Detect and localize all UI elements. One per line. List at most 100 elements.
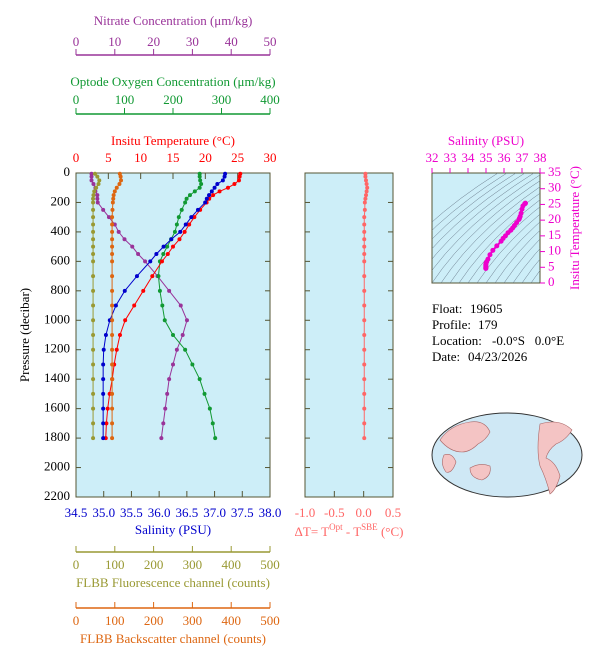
profile-point [362, 259, 367, 264]
profile-point [110, 421, 115, 426]
ts-point [487, 252, 493, 258]
world-map [431, 412, 583, 498]
profile-point [110, 215, 115, 220]
density-contour [512, 248, 540, 283]
density-contour [503, 238, 540, 283]
profile-point [210, 421, 215, 426]
x-tick-label: -1.0 [295, 505, 316, 520]
profile-point [161, 244, 166, 249]
x-tick-label: 500 [260, 613, 280, 628]
y-tick-label: 400 [51, 223, 71, 238]
x-tick-label: 30 [264, 150, 277, 165]
profile-point [101, 362, 106, 367]
profile-point [110, 252, 115, 256]
x-tick-label: 32 [426, 150, 439, 165]
profile-point [106, 215, 111, 220]
profile-point [204, 196, 209, 201]
profile-point [92, 189, 97, 194]
profile-point [104, 421, 109, 426]
profile-point [101, 406, 106, 411]
x-axis-title: Salinity (PSU) [448, 133, 524, 148]
profile-point [220, 178, 225, 183]
profile-point [110, 362, 115, 367]
profile-point [362, 347, 367, 352]
profile-point [197, 377, 202, 382]
profile-point [178, 229, 183, 234]
profile-point [362, 318, 367, 323]
profile-point [362, 237, 367, 242]
profile-point [91, 406, 96, 411]
profile-point [110, 244, 115, 249]
profile-point [103, 333, 108, 337]
profile-point [362, 362, 367, 367]
profile-point [110, 347, 115, 352]
profile-point [91, 303, 96, 308]
profile-point [101, 436, 106, 441]
x-tick-label: 5 [105, 150, 112, 165]
density-contour [485, 221, 540, 283]
profile-point [362, 229, 367, 234]
x-tick-label: 50 [264, 34, 277, 49]
profile-point [110, 229, 115, 234]
x-tick-label: 200 [163, 92, 183, 107]
y-tick-label: 1400 [44, 370, 70, 385]
x-tick-label: 40 [225, 34, 238, 49]
profile-point [177, 237, 182, 242]
profile-point [101, 391, 106, 396]
profile-point [94, 185, 99, 190]
y-tick-label: 0 [548, 274, 555, 289]
profile-point [162, 318, 167, 323]
profile-point [184, 318, 189, 323]
profile-point [364, 193, 369, 198]
x-tick-label: 37.5 [231, 505, 254, 520]
profile-point [91, 421, 96, 426]
x-tick-label: 35.5 [120, 505, 143, 520]
profile-point [96, 182, 101, 187]
profile-point [165, 391, 170, 396]
x-tick-label: 400 [260, 92, 280, 107]
profile-point [212, 185, 217, 190]
profile-point [207, 193, 212, 198]
y-tick-label: 30 [548, 180, 561, 195]
profile-point [119, 178, 124, 183]
profile-point [91, 391, 96, 396]
profile-point [117, 333, 122, 337]
profile-point [190, 362, 195, 367]
profile-point [91, 207, 96, 212]
x-tick-label: 20 [147, 34, 160, 49]
profile-point [110, 259, 115, 264]
profile-point [202, 391, 207, 396]
x-tick-label: 10 [134, 150, 147, 165]
y-tick-label: 1200 [44, 341, 70, 356]
density-contour [432, 173, 535, 260]
profile-point [199, 182, 204, 187]
profile-point [362, 406, 367, 411]
density-contour [432, 173, 526, 249]
profile-point [203, 200, 208, 205]
profile-point [165, 252, 170, 256]
profile-point [362, 200, 367, 205]
profile-point [95, 200, 100, 205]
x-tick-label: 15 [167, 150, 180, 165]
profile-point [171, 362, 175, 367]
profile-point [132, 303, 137, 308]
profile-point [110, 303, 115, 308]
profile-point [225, 185, 230, 190]
profile-point [161, 252, 166, 256]
x-tick-label: 0.0 [356, 505, 372, 520]
ts-point [490, 247, 496, 253]
profile-point [91, 333, 96, 337]
profile-point [136, 252, 141, 256]
profile-point [362, 207, 367, 212]
profile-point [118, 174, 123, 179]
y-tick-label: 600 [51, 252, 71, 267]
profile-point [101, 377, 106, 382]
profile-point [95, 193, 100, 198]
profile-point [148, 259, 153, 264]
profile-point [122, 288, 127, 293]
profile-point [101, 421, 106, 426]
profile-point [91, 347, 96, 352]
x-axis-title: ΔT= TOpt - TSBE (°C) [295, 522, 404, 539]
info-value: 179 [478, 317, 498, 332]
